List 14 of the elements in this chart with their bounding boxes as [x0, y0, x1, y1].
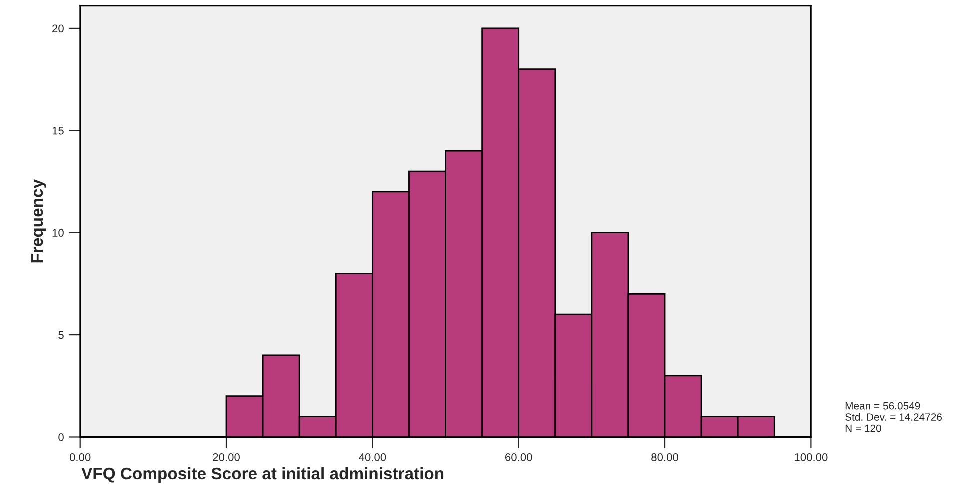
- text: Mean = 56.0549 Std. Dev. = 14.24726 N = 120: [846, 402, 942, 432]
- x-tick-label: 100.00: [795, 454, 828, 462]
- y-tick-label: 5: [58, 331, 64, 340]
- y-tick-label: 15: [52, 127, 64, 135]
- y-axis-title: Frequency: [32, 180, 46, 263]
- x-tick-label: 60.00: [506, 454, 532, 462]
- x-tick-label: 0.00: [70, 454, 91, 462]
- y-tick-label: 20: [52, 24, 64, 33]
- x-tick-label: 20.00: [213, 454, 240, 462]
- x-tick-label: 80.00: [652, 454, 678, 462]
- x-tick-label: 40.00: [359, 454, 386, 462]
- y-tick-label: 10: [52, 229, 64, 237]
- x-axis-title: VFQ Composite Score at initial administration: [82, 467, 444, 483]
- y-tick-label: 0: [58, 434, 64, 442]
